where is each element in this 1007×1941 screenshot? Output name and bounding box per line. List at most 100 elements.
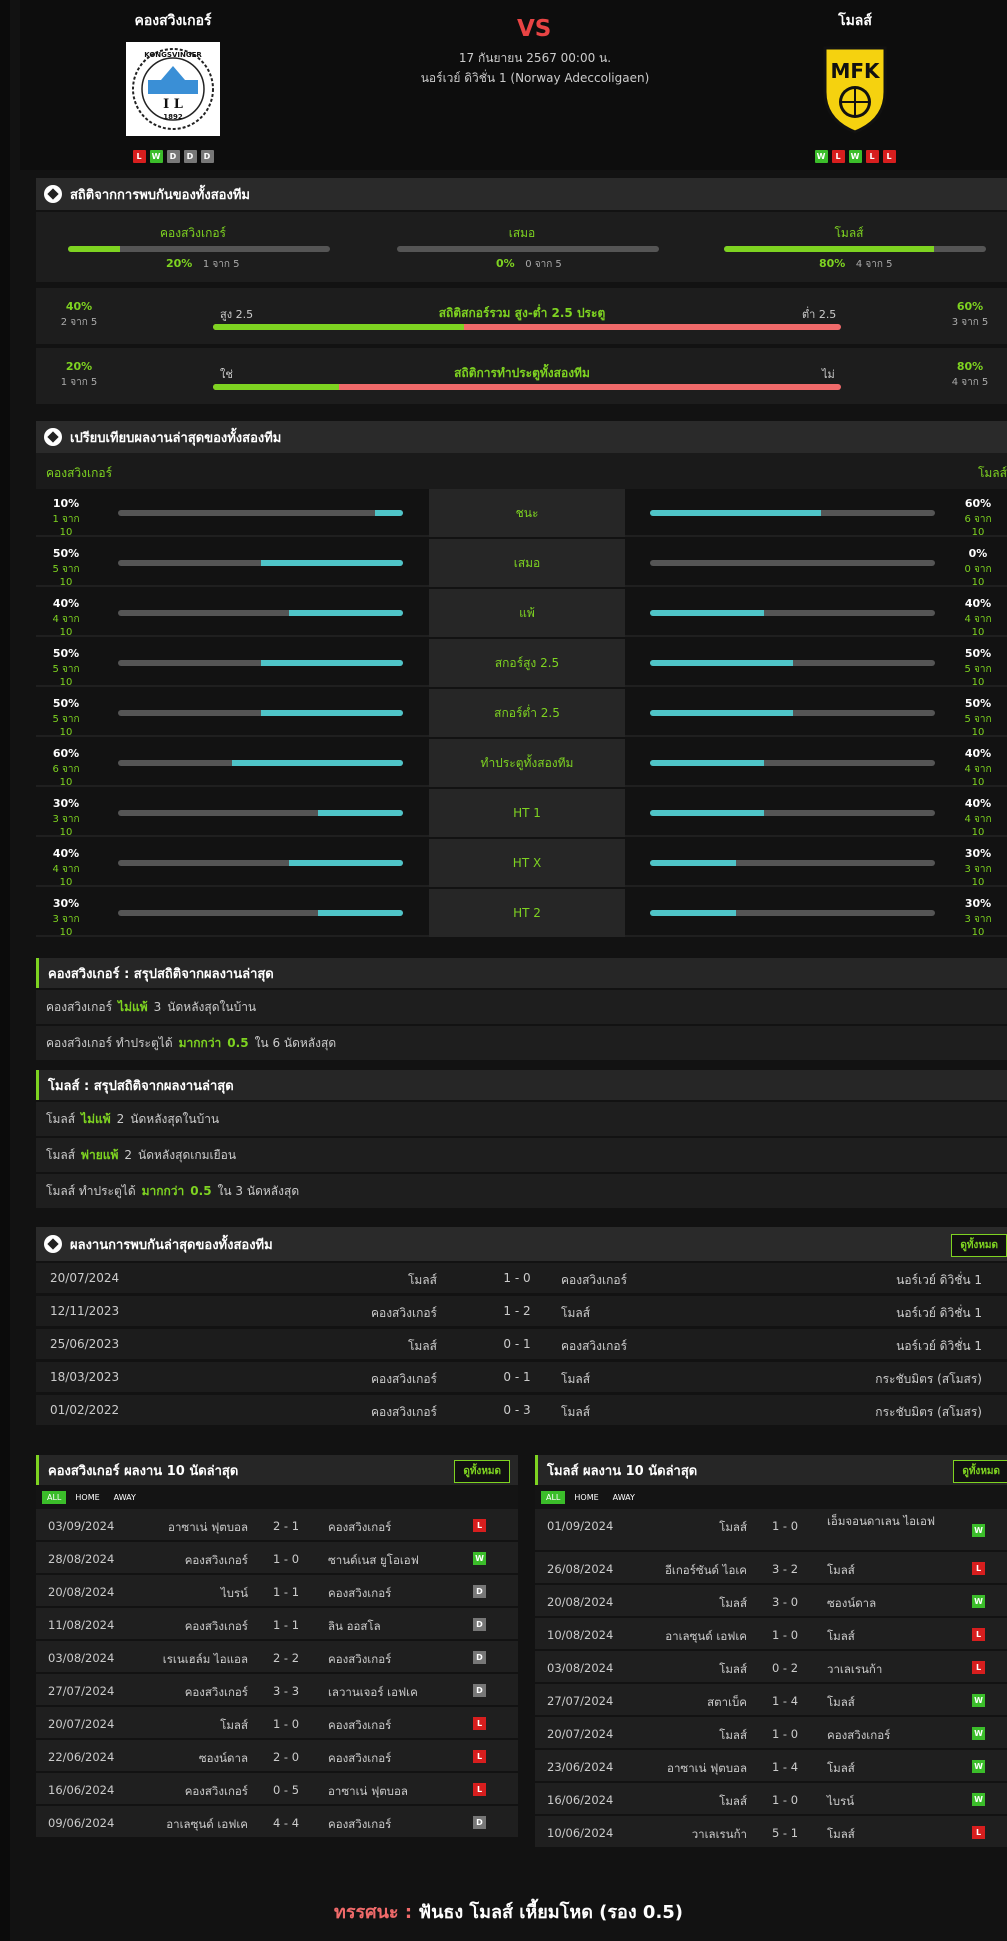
home-last10-view-all-button[interactable]: ดูทั้งหมด — [454, 1460, 510, 1483]
match-row[interactable]: 01/09/2024 โมลส์ 1 - 0 เอ็มจอนดาเลน ไอเอฟ W — [535, 1509, 1007, 1552]
home-team: วาเลเรนก้า — [691, 1827, 747, 1841]
home-team: โมลส์ — [719, 1728, 747, 1742]
away-bar-fill — [650, 860, 736, 866]
home-bar-fill — [317, 810, 403, 816]
home-team: โมลส์ — [719, 1520, 747, 1534]
away-team-name: โมลส์ — [838, 13, 872, 29]
match-date: 10/06/2024 — [547, 1826, 614, 1840]
h2h-away-stat: 80% 4 จาก 5 — [819, 257, 892, 272]
away-bar — [650, 860, 935, 866]
away-team: โมลส์ — [827, 1827, 855, 1841]
h2h-match-row[interactable]: 01/02/2022 คองสวิงเกอร์ 0 - 3 โมลส์ กระชับมิ… — [36, 1395, 1007, 1425]
h2h-match-row[interactable]: 20/07/2024 โมลส์ 1 - 0 คองสวิงเกอร์ นอร์เวย์… — [36, 1263, 1007, 1293]
match-row[interactable]: 16/06/2024 คองสวิงเกอร์ 0 - 5 อาซาเน่ ฟุตบอ… — [36, 1773, 518, 1806]
match-row[interactable]: 03/08/2024 เรเนเฮล์ม ไอแอล 2 - 2 คองสวิงเกอ… — [36, 1641, 518, 1674]
tab-home[interactable]: HOME — [75, 1492, 100, 1502]
match-row[interactable]: 20/08/2024 ไบรน์ 1 - 1 คองสวิงเกอร์ D — [36, 1575, 518, 1608]
match-row[interactable]: 27/07/2024 คองสวิงเกอร์ 3 - 3 เลวานเจอร์ เอ… — [36, 1674, 518, 1707]
summary-number: 2 — [116, 1112, 125, 1126]
summary-number: 0.5 — [190, 1184, 212, 1198]
match-row[interactable]: 28/08/2024 คองสวิงเกอร์ 1 - 0 ซานด์เนส ยูโอ… — [36, 1542, 518, 1575]
home-bar — [118, 610, 403, 616]
home-bar — [118, 760, 403, 766]
match-row[interactable]: 27/07/2024 สตาเบ็ค 1 - 4 โมลส์ W — [535, 1684, 1007, 1717]
away-team: คองสวิงเกอร์ — [328, 1652, 392, 1666]
home-count: 1 จาก 10 — [52, 514, 80, 538]
match-row[interactable]: 16/06/2024 โมลส์ 1 - 0 ไบรน์ W — [535, 1783, 1007, 1816]
away-team: โมลส์ — [827, 1563, 855, 1577]
away-bar — [650, 710, 935, 716]
match-row[interactable]: 03/09/2024 อาซาเน่ ฟุตบอล 2 - 1 คองสวิงเกอร… — [36, 1509, 518, 1542]
match-row[interactable]: 23/06/2024 อาซาเน่ ฟุตบอล 1 - 4 โมลส์ W — [535, 1750, 1007, 1783]
prediction-text: ฟันธง โมลส์ เหี้ยมโหด (รอง 0.5) — [418, 1902, 684, 1923]
match-row[interactable]: 22/06/2024 ซองน์ดาล 2 - 0 คองสวิงเกอร์ L — [36, 1740, 518, 1773]
h2h-match-row[interactable]: 25/06/2023 โมลส์ 0 - 1 คองสวิงเกอร์ นอร์เวย์… — [36, 1329, 1007, 1359]
btts-title: สถิติการทำประตูทั้งสองทีม — [454, 366, 590, 380]
home-pct: 30% 3 จาก 10 — [46, 897, 86, 938]
ou-right: 60% 3 จาก 5 — [950, 300, 990, 330]
tab-away[interactable]: AWAY — [612, 1492, 635, 1502]
tab-home[interactable]: HOME — [574, 1492, 599, 1502]
away-bar-fill — [650, 710, 793, 716]
result-badge: L — [972, 1628, 985, 1641]
summary-text: โมลส์ — [46, 1111, 76, 1126]
home-pct: 50% 5 จาก 10 — [46, 697, 86, 738]
compare-label: HT 1 — [429, 789, 625, 837]
result-badge: L — [473, 1519, 486, 1532]
summary-text: นัดหลังสุดในบ้าน — [130, 1111, 220, 1126]
h2h-home-bar — [68, 246, 330, 252]
summary-number: 3 — [153, 1000, 162, 1014]
match-league: นอร์เวย์ ดิวิชั่น 1 (Norway Adeccoligaen… — [420, 71, 650, 85]
home-team: โมลส์ — [719, 1794, 747, 1808]
h2h-score: 0 - 1 — [503, 1337, 531, 1351]
match-row[interactable]: 20/07/2024 โมลส์ 1 - 0 คองสวิงเกอร์ L — [36, 1707, 518, 1740]
over-under-stats: 40% 2 จาก 5 สูง 2.5 สถิติสกอร์รวม สูง-ต่ำ… — [36, 288, 1007, 344]
away-pct-value: 40% — [964, 797, 992, 810]
h2h-score: 1 - 0 — [503, 1271, 531, 1285]
home-bar-fill — [317, 910, 403, 916]
match-row[interactable]: 03/08/2024 โมลส์ 0 - 2 วาเลเรนก้า L — [535, 1651, 1007, 1684]
away-team: คองสวิงเกอร์ — [827, 1728, 891, 1742]
home-last10-header: คองสวิงเกอร์ ผลงาน 10 นัดล่าสุด ดูทั้งหม… — [36, 1455, 518, 1485]
home-pct-value: 30% — [52, 897, 80, 910]
away-pct-value: 40% — [964, 597, 992, 610]
away-count: 4 จาก 10 — [964, 764, 992, 788]
match-row[interactable]: 20/08/2024 โมลส์ 3 - 0 ซองน์ดาล W — [535, 1585, 1007, 1618]
away-last10-view-all-button[interactable]: ดูทั้งหมด — [953, 1460, 1007, 1483]
match-date: 28/08/2024 — [48, 1552, 115, 1566]
match-row[interactable]: 09/06/2024 อาเลซุนด์ เอฟเค 4 - 4 คองสวิงเกอ… — [36, 1806, 518, 1839]
home-pct: 50% 5 จาก 10 — [46, 547, 86, 588]
h2h-home-team: โมลส์ — [407, 1339, 437, 1353]
h2h-match-row[interactable]: 18/03/2023 คองสวิงเกอร์ 0 - 1 โมลส์ กระชับมิ… — [36, 1362, 1007, 1392]
h2h-match-row[interactable]: 12/11/2023 คองสวิงเกอร์ 1 - 2 โมลส์ นอร์เวย์… — [36, 1296, 1007, 1326]
ou-left-pct: 40% — [65, 300, 93, 313]
tab-all[interactable]: ALL — [42, 1490, 67, 1504]
recent-h2h-view-all-button[interactable]: ดูทั้งหมด — [951, 1234, 1007, 1257]
home-team: โมลส์ — [719, 1662, 747, 1676]
match-date: 01/09/2024 — [547, 1519, 614, 1533]
form-badge: W — [149, 150, 163, 163]
home-bar-fill — [289, 860, 403, 866]
tab-all[interactable]: ALL — [541, 1490, 566, 1504]
match-row[interactable]: 10/08/2024 อาเลซุนด์ เอฟเค 1 - 0 โมลส์ L — [535, 1618, 1007, 1651]
match-row[interactable]: 26/08/2024 อีเกอร์ซันด์ ไอเค 3 - 2 โมลส์ L — [535, 1552, 1007, 1585]
btts-left: 20% 1 จาก 5 — [59, 360, 99, 390]
match-row[interactable]: 11/08/2024 คองสวิงเกอร์ 1 - 1 ลิน ออสโล D — [36, 1608, 518, 1641]
prediction: ทรรศนะ : ฟันธง โมลส์ เหี้ยมโหด (รอง 0.5) — [10, 1897, 1007, 1926]
away-pct-value: 50% — [964, 697, 992, 710]
away-count: 0 จาก 10 — [964, 564, 992, 588]
h2h-home-pct: 20% — [166, 257, 193, 270]
match-date: 03/09/2024 — [48, 1519, 115, 1533]
compare-label: สกอร์สูง 2.5 — [429, 639, 625, 687]
home-bar — [118, 510, 403, 516]
match-row[interactable]: 10/06/2024 วาเลเรนก้า 5 - 1 โมลส์ L — [535, 1816, 1007, 1849]
score: 1 - 0 — [771, 1628, 799, 1642]
ou-bar — [213, 324, 841, 330]
h2h-home-stat: 20% 1 จาก 5 — [166, 257, 239, 272]
tab-away[interactable]: AWAY — [113, 1492, 136, 1502]
away-pct: 40% 4 จาก 10 — [958, 797, 998, 838]
match-row[interactable]: 20/07/2024 โมลส์ 1 - 0 คองสวิงเกอร์ W — [535, 1717, 1007, 1750]
